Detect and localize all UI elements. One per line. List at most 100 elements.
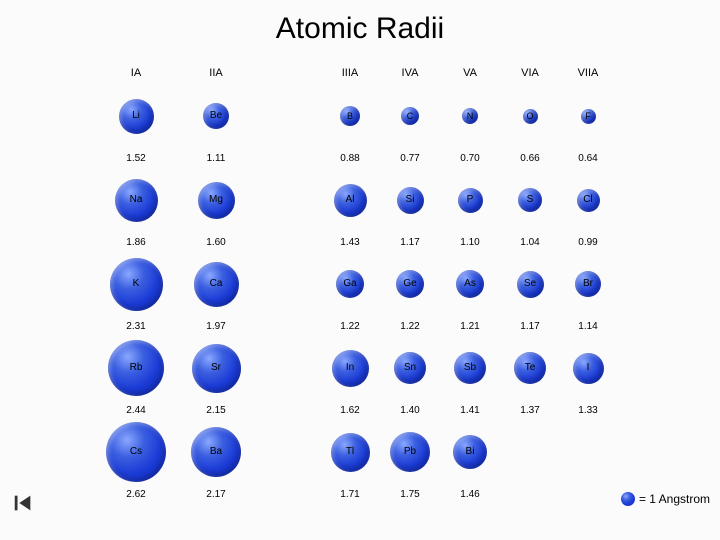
atom-symbol: O	[526, 112, 533, 121]
radius-value: 1.04	[500, 232, 560, 252]
radius-value: 1.62	[320, 400, 380, 420]
radius-row: 2.62 2.17 1.71 1.75 1.46	[96, 484, 616, 504]
atom-symbol: Br	[583, 279, 593, 289]
atom-row: Li Be B C N O F	[96, 84, 616, 148]
skip-previous-icon	[12, 492, 34, 514]
atom-sphere: Mg	[198, 182, 235, 219]
radius-value: 1.33	[560, 400, 616, 420]
radius-value: 0.64	[560, 148, 616, 168]
atom-symbol: Cl	[583, 195, 592, 205]
radius-value: 1.43	[320, 232, 380, 252]
group-header: VA	[440, 62, 500, 84]
atom-symbol: N	[467, 112, 474, 121]
atom-sphere: P	[458, 188, 483, 213]
atom-sphere: S	[518, 188, 542, 212]
legend-swatch-icon	[621, 492, 635, 506]
atom-symbol: K	[133, 279, 140, 289]
radius-value: 1.17	[380, 232, 440, 252]
atom-sphere: C	[401, 107, 419, 125]
radius-value: 1.14	[560, 316, 616, 336]
atom-symbol: Sr	[211, 363, 221, 373]
radius-value: 1.17	[500, 316, 560, 336]
radius-value: 1.46	[440, 484, 500, 504]
atom-symbol: C	[407, 112, 414, 121]
atom-symbol: In	[346, 363, 354, 373]
group-header: IVA	[380, 62, 440, 84]
group-header: IA	[96, 62, 176, 84]
atom-symbol: Cs	[130, 447, 142, 457]
atom-sphere: I	[573, 353, 604, 384]
radius-value: 2.17	[176, 484, 256, 504]
atom-symbol: Al	[346, 195, 355, 205]
atom-symbol: Ge	[403, 279, 416, 289]
atom-symbol: Sb	[464, 363, 476, 373]
radius-value: 1.40	[380, 400, 440, 420]
atom-symbol: Te	[525, 363, 536, 373]
atom-sphere: Ge	[396, 270, 424, 298]
radius-row: 2.44 2.15 1.62 1.40 1.41 1.37 1.33	[96, 400, 616, 420]
radius-value: 0.99	[560, 232, 616, 252]
radius-value: 1.10	[440, 232, 500, 252]
atom-row: Rb Sr In Sn Sb Te I	[96, 336, 616, 400]
atom-symbol: Tl	[346, 447, 354, 457]
radius-value: 0.70	[440, 148, 500, 168]
group-header: IIIA	[320, 62, 380, 84]
atom-sphere: Br	[575, 271, 601, 297]
atom-sphere: Ga	[336, 270, 364, 298]
atom-sphere: In	[332, 350, 369, 387]
radius-value: 1.71	[320, 484, 380, 504]
atom-sphere: Be	[203, 103, 229, 129]
atom-symbol: Be	[210, 111, 222, 121]
radius-value: 2.62	[96, 484, 176, 504]
radius-value: 1.21	[440, 316, 500, 336]
atom-sphere: Sn	[394, 352, 426, 384]
atom-sphere: Na	[115, 179, 158, 222]
atom-sphere: Bi	[453, 435, 487, 469]
atom-sphere: Ca	[194, 262, 239, 307]
group-header: VIIA	[560, 62, 616, 84]
atom-sphere: Tl	[331, 433, 370, 472]
atom-symbol: Ga	[343, 279, 356, 289]
atom-sphere: Pb	[390, 432, 430, 472]
radius-value: 0.77	[380, 148, 440, 168]
atom-sphere: Cl	[577, 189, 600, 212]
atom-symbol: Rb	[130, 363, 143, 373]
atom-sphere: Al	[334, 184, 367, 217]
radius-value: 2.31	[96, 316, 176, 336]
atom-symbol: B	[347, 112, 353, 121]
atom-sphere: O	[523, 109, 538, 124]
atom-sphere: Sb	[454, 352, 486, 384]
atom-row: Na Mg Al Si P S Cl	[96, 168, 616, 232]
atom-sphere: Si	[397, 187, 424, 214]
atom-sphere: F	[581, 109, 596, 124]
radius-value: 1.75	[380, 484, 440, 504]
atom-symbol: Si	[406, 195, 415, 205]
atom-symbol: S	[527, 195, 534, 205]
atom-symbol: Li	[132, 111, 140, 121]
atom-sphere: Rb	[108, 340, 164, 396]
prev-slide-button[interactable]	[12, 492, 34, 514]
atom-sphere: Ba	[191, 427, 241, 477]
atom-row: K Ca Ga Ge As Se Br	[96, 252, 616, 316]
atom-sphere: Te	[514, 352, 546, 384]
slide: Atomic Radii IA IIA IIIA IVA VA VIA VIIA…	[0, 0, 720, 540]
radius-value: 2.15	[176, 400, 256, 420]
atom-symbol: P	[467, 195, 474, 205]
radius-value: 1.60	[176, 232, 256, 252]
atom-row: Cs Ba Tl Pb Bi	[96, 420, 616, 484]
page-title: Atomic Radii	[0, 12, 720, 46]
radius-value: 1.22	[320, 316, 380, 336]
group-header-row: IA IIA IIIA IVA VA VIA VIIA	[96, 62, 616, 84]
atom-symbol: Na	[130, 195, 143, 205]
atom-symbol: As	[464, 279, 476, 289]
atom-sphere: Cs	[106, 422, 166, 482]
atom-symbol: Pb	[404, 447, 416, 457]
radius-value: 1.22	[380, 316, 440, 336]
atom-symbol: Se	[524, 279, 536, 289]
atom-sphere: K	[110, 258, 163, 311]
atom-sphere: Sr	[192, 344, 241, 393]
legend: = 1 Angstrom	[621, 492, 710, 506]
radius-value: 2.44	[96, 400, 176, 420]
atom-sphere: Li	[119, 99, 154, 134]
atom-symbol: Ba	[210, 447, 222, 457]
